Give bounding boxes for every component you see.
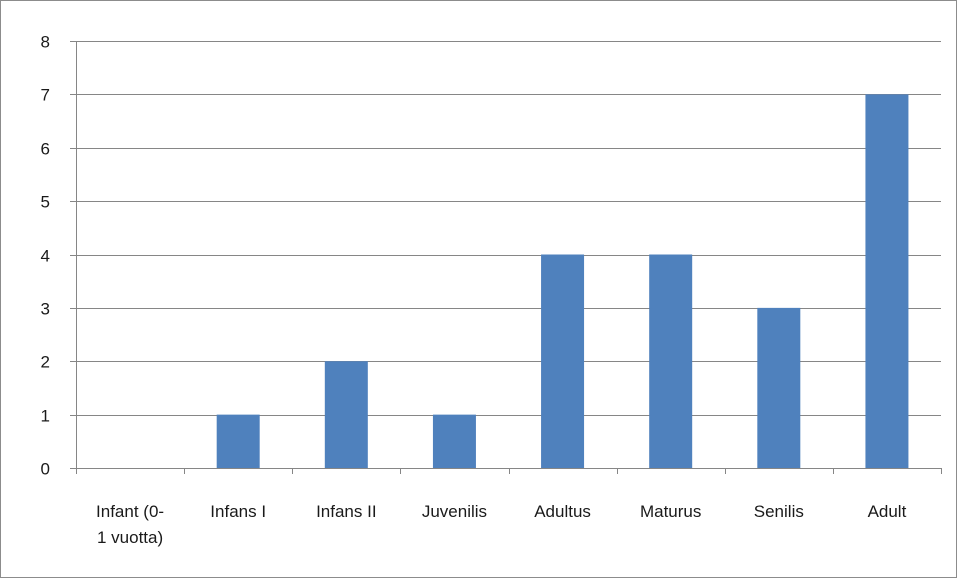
category-labels: Infant (0-1 vuotta) Infans I Infans II Juve… <box>96 502 907 547</box>
y-tick-label: 0 <box>41 460 50 479</box>
category-label: Juvenilis <box>422 502 487 521</box>
bars <box>216 94 909 468</box>
bar <box>324 361 368 468</box>
y-tick-label: 5 <box>41 193 50 212</box>
category-label: Infans II <box>316 502 376 521</box>
category-label: Adultus <box>534 502 591 521</box>
y-tick-label: 1 <box>41 407 50 426</box>
category-label: Adult <box>868 502 907 521</box>
y-tick-label: 8 <box>41 33 50 52</box>
category-label: Infans I <box>210 502 266 521</box>
y-tick-label: 3 <box>41 300 50 319</box>
gridlines <box>76 41 941 416</box>
y-tick-label: 7 <box>41 86 50 105</box>
bar <box>216 414 260 468</box>
y-tick-label: 4 <box>41 247 50 266</box>
bar <box>757 307 801 468</box>
bar <box>541 254 585 468</box>
y-tick-label: 2 <box>41 353 50 372</box>
category-label: Infant (0-1 vuotta) <box>96 502 164 547</box>
bar <box>649 254 693 468</box>
axes <box>70 41 942 474</box>
y-tick-label: 6 <box>41 140 50 159</box>
category-label: Senilis <box>754 502 804 521</box>
bar <box>865 94 909 468</box>
y-tick-labels: 0 1 2 3 4 5 6 7 8 <box>41 33 50 479</box>
category-label: Maturus <box>640 502 701 521</box>
bar <box>432 414 476 468</box>
